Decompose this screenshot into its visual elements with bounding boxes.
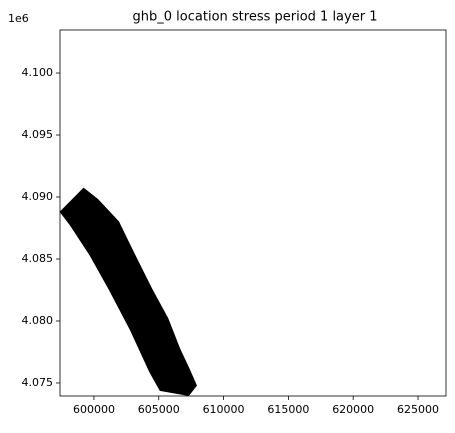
axis-offset: 1e6 bbox=[8, 12, 29, 25]
y-tick-label: 4.090 bbox=[22, 190, 54, 203]
y-tick-label: 4.075 bbox=[22, 376, 54, 389]
plot-frame bbox=[59, 29, 447, 397]
x-tick-label: 610000 bbox=[203, 403, 245, 416]
y-tick-label: 4.085 bbox=[22, 252, 54, 265]
x-tick-label: 605000 bbox=[138, 403, 180, 416]
y-tick-label: 4.080 bbox=[22, 314, 54, 327]
x-tick-label: 625000 bbox=[397, 403, 439, 416]
chart-title: ghb_0 location stress period 1 layer 1 bbox=[133, 10, 378, 25]
x-tick-label: 600000 bbox=[73, 403, 115, 416]
y-tick-label: 4.095 bbox=[22, 128, 54, 141]
x-tick-label: 620000 bbox=[332, 403, 374, 416]
ghb-cells bbox=[59, 187, 197, 396]
x-tick-label: 615000 bbox=[267, 403, 309, 416]
y-tick-label: 4.100 bbox=[22, 66, 54, 79]
